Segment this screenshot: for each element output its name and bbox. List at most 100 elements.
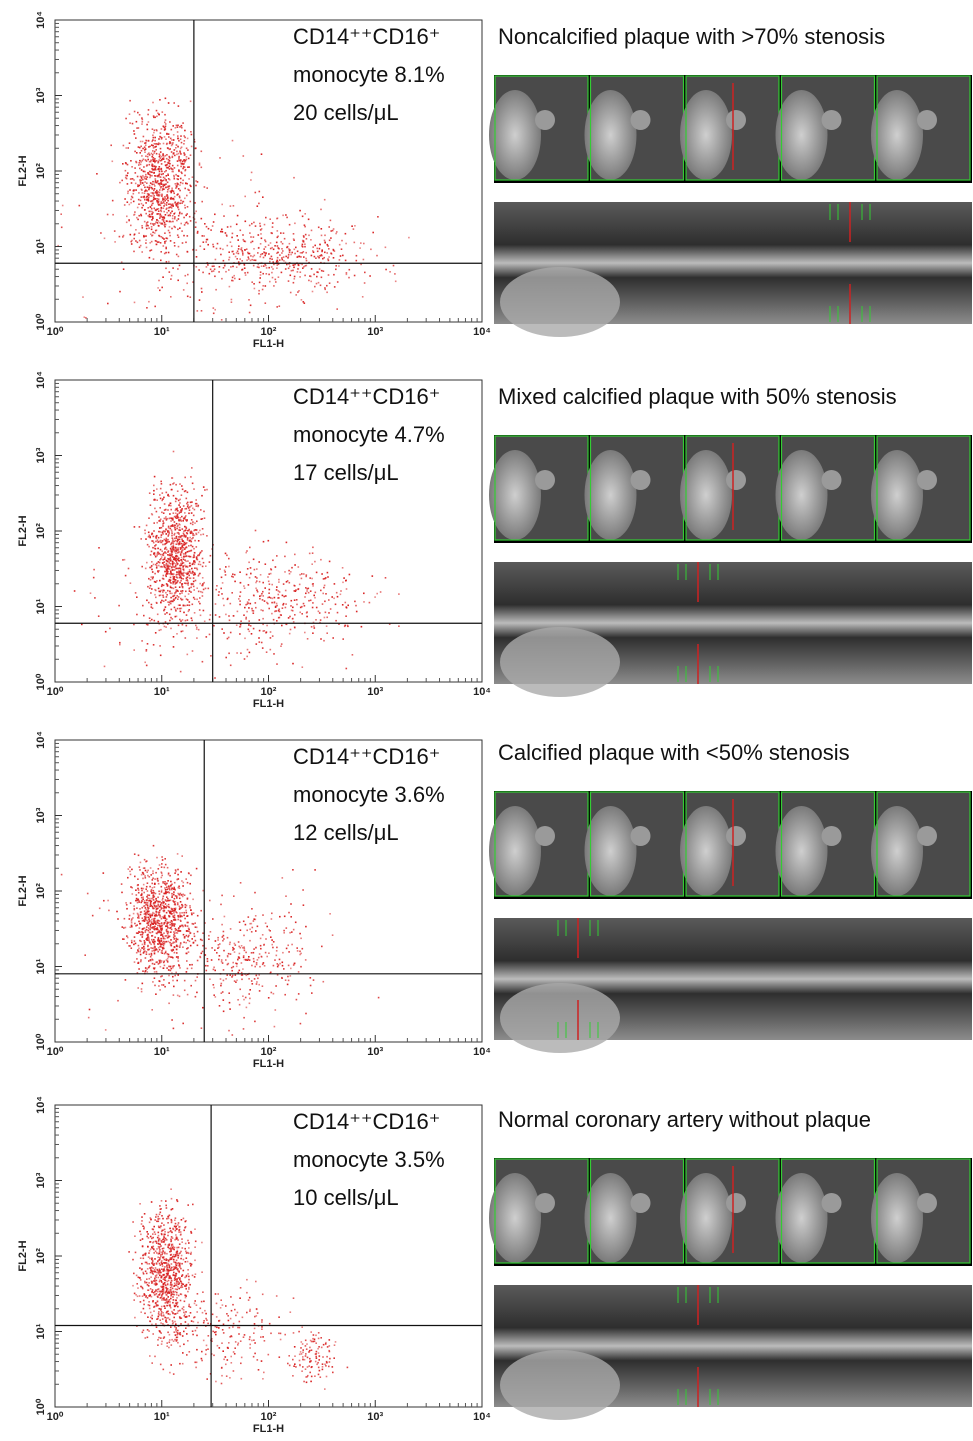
speckle (209, 900, 211, 902)
speckle (152, 184, 154, 186)
speckle (152, 959, 154, 961)
speckle (267, 597, 269, 599)
speckle (146, 899, 148, 901)
speckle (173, 1028, 175, 1030)
speckle (324, 241, 326, 243)
speckle (246, 611, 248, 613)
speckle (141, 874, 143, 876)
speckle (282, 250, 284, 252)
speckle (142, 205, 144, 207)
speckle (158, 985, 160, 987)
speckle (164, 539, 166, 541)
speckle (149, 898, 151, 900)
speckle (186, 498, 188, 500)
speckle (315, 592, 317, 594)
speckle (172, 1312, 174, 1314)
speckle (140, 954, 142, 956)
speckle (150, 891, 152, 893)
speckle (158, 621, 160, 623)
speckle (133, 238, 135, 240)
speckle (174, 598, 176, 600)
speckle (151, 229, 153, 231)
speckle (356, 260, 358, 262)
speckle (197, 915, 199, 917)
speckle (204, 489, 206, 491)
speckle (160, 960, 162, 962)
speckle (184, 137, 186, 139)
speckle (154, 130, 156, 132)
ct-vessel (535, 470, 555, 490)
speckle (167, 494, 169, 496)
speckle (290, 629, 292, 631)
speckle (260, 945, 262, 947)
speckle (256, 975, 258, 977)
speckle (144, 530, 146, 532)
speckle (346, 272, 348, 274)
speckle (143, 867, 145, 869)
speckle (187, 492, 189, 494)
speckle (283, 932, 285, 934)
speckle (300, 966, 302, 968)
speckle (165, 165, 167, 167)
speckle (308, 280, 310, 282)
speckle (146, 968, 148, 970)
speckle (171, 188, 173, 190)
speckle (168, 159, 170, 161)
speckle (275, 610, 277, 612)
speckle (323, 640, 325, 642)
speckle (175, 579, 177, 581)
speckle (143, 136, 145, 138)
speckle (136, 924, 138, 926)
speckle (189, 941, 191, 943)
speckle (144, 181, 146, 183)
speckle (145, 909, 147, 911)
speckle (87, 893, 89, 895)
speckle (183, 575, 185, 577)
speckle (147, 159, 149, 161)
speckle (175, 610, 177, 612)
speckle (324, 617, 326, 619)
speckle (162, 492, 164, 494)
speckle (342, 638, 344, 640)
speckle (183, 135, 185, 137)
speckle (243, 921, 245, 923)
speckle (168, 580, 170, 582)
speckle (241, 979, 243, 981)
speckle (179, 946, 181, 948)
speckle (205, 241, 207, 243)
speckle (139, 908, 141, 910)
speckle (85, 317, 87, 319)
speckle (173, 916, 175, 918)
speckle (257, 205, 259, 207)
speckle (298, 993, 300, 995)
speckle (230, 665, 232, 667)
speckle (230, 928, 232, 930)
speckle (174, 904, 176, 906)
speckle (170, 912, 172, 914)
speckle (294, 590, 296, 592)
speckle (228, 269, 230, 271)
speckle (285, 607, 287, 609)
speckle (205, 948, 207, 950)
speckle (152, 577, 154, 579)
speckle (165, 893, 167, 895)
speckle (187, 1273, 189, 1275)
speckle (151, 241, 153, 243)
speckle (163, 943, 165, 945)
speckle (154, 971, 156, 973)
speckle (306, 238, 308, 240)
speckle (188, 930, 190, 932)
speckle (173, 1340, 175, 1342)
speckle (162, 544, 164, 546)
speckle (191, 964, 193, 966)
speckle (249, 989, 251, 991)
speckle (192, 604, 194, 606)
speckle (169, 568, 171, 570)
speckle (154, 306, 156, 308)
speckle (155, 898, 157, 900)
speckle (144, 942, 146, 944)
speckle (303, 904, 305, 906)
speckle (239, 953, 241, 955)
speckle (332, 637, 334, 639)
speckle (240, 929, 242, 931)
